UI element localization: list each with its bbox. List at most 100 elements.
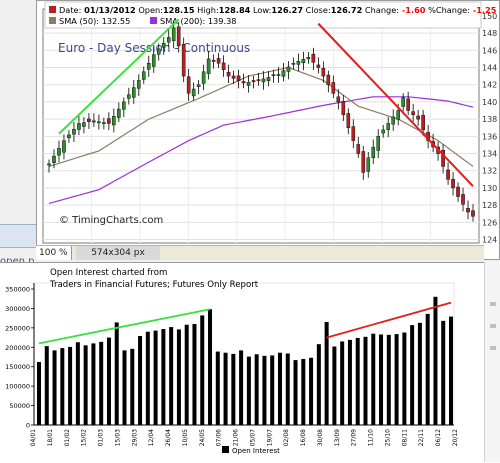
header-line-1: Date: 01/13/2012 Open:128.15 High:128.84… — [59, 5, 497, 15]
header-field: Low: — [250, 5, 271, 15]
oi-bar — [130, 348, 135, 425]
header-box — [44, 1, 482, 29]
candle-body — [141, 71, 146, 80]
header-field: 126.72 — [331, 5, 363, 15]
oi-x-tick-label: 24/05 — [199, 429, 206, 446]
oi-title-line-1: Open Interest charted from — [50, 268, 167, 278]
oi-x-tick-label: 22/11 — [418, 429, 425, 446]
candle-body — [206, 58, 211, 74]
header-field: -1.60 — [399, 5, 426, 15]
candle-body — [411, 111, 415, 116]
candle-body — [461, 194, 465, 205]
candle-body — [371, 146, 376, 159]
candle-body — [52, 155, 56, 163]
sma200-line — [48, 96, 474, 204]
candle-body — [316, 64, 321, 68]
oi-bar — [285, 353, 290, 425]
oi-x-tick-label: 02/08 — [283, 429, 290, 446]
sma50-legend-swatch — [49, 17, 56, 24]
candle-body — [416, 115, 420, 120]
oi-x-tick-label: 01/03 — [98, 429, 105, 446]
candle-body — [87, 118, 91, 122]
header-field: 01/13/2012 — [81, 5, 135, 15]
oi-bar — [441, 320, 446, 425]
candle-body — [386, 123, 391, 130]
candle-body — [77, 123, 81, 130]
header-field: 128.15 — [163, 5, 195, 15]
oi-title-line-2: Traders in Financial Futures; Futures On… — [49, 280, 259, 290]
oi-x-tick-label: 07/06 — [216, 429, 223, 446]
oi-y-tick-label: 250000 — [5, 324, 30, 332]
oi-bar — [355, 337, 360, 425]
oi-bar — [75, 342, 80, 425]
oi-bar — [145, 331, 150, 425]
candle-body — [291, 62, 296, 65]
side-scroll-strip[interactable] — [484, 262, 500, 462]
background-tab-strip[interactable] — [0, 224, 36, 248]
header-field: %Change: — [425, 5, 470, 15]
oi-bar — [60, 348, 65, 425]
header-field: Change: — [362, 5, 399, 15]
oi-y-tick-label: 300000 — [5, 305, 30, 313]
oi-x-tick-label: 13/09 — [334, 429, 341, 446]
header-field: Date: — [59, 5, 81, 15]
candle-body — [246, 81, 251, 86]
oi-bar — [37, 362, 41, 425]
oi-bar — [91, 343, 96, 425]
side-tick-mark — [490, 324, 496, 328]
candle-body — [251, 80, 256, 82]
oi-bar — [262, 355, 267, 425]
sma50-legend-label: SMA (50): 132.55 — [59, 16, 130, 26]
candle-body — [231, 75, 236, 79]
candle-body — [286, 66, 291, 72]
sma200-legend-label: SMA (200): 139.38 — [160, 16, 237, 26]
oi-x-tick-label: 21/06 — [233, 429, 240, 446]
oi-x-tick-label: 18/01 — [47, 429, 54, 446]
oi-bar — [293, 360, 298, 425]
image-dimensions: 574x304 px — [76, 246, 160, 260]
y-tick-label: 142 — [482, 81, 497, 90]
oi-bar — [153, 330, 158, 425]
oi-bar — [379, 334, 384, 425]
oi-x-tick-label: 26/04 — [165, 429, 172, 446]
status-bar: 100 % 574x304 px — [36, 245, 484, 260]
oi-x-tick-label: 06/12 — [435, 429, 442, 446]
oi-x-tick-label: 15/03 — [114, 429, 121, 446]
open-interest-svg: 0 50000 100000 150000 200000 250000 300000 3500… — [5, 268, 459, 455]
y-tick-label: 136 — [482, 132, 497, 141]
candle-body — [361, 151, 366, 173]
oi-x-tick-label: 29/03 — [131, 429, 138, 446]
zoom-level[interactable]: 100 % — [36, 246, 72, 260]
oi-bar — [99, 341, 104, 425]
chart-watermark: © TimingCharts.com — [59, 215, 163, 226]
y-tick-label: 146 — [482, 46, 497, 55]
oi-x-tick-label: 04/01 — [30, 429, 37, 446]
candle-body — [441, 150, 445, 167]
oi-x-tick-label: 30/08 — [317, 429, 324, 446]
oi-bar — [433, 296, 438, 425]
header-field: 126.27 — [271, 5, 303, 15]
candle-body — [381, 129, 386, 134]
candle-body — [171, 27, 176, 41]
candle-body — [186, 76, 191, 94]
oi-bar — [254, 354, 259, 425]
candle-body — [62, 140, 66, 153]
candle-body — [346, 113, 351, 128]
oi-bar — [208, 309, 213, 425]
candle-body — [306, 56, 311, 60]
candle-body — [271, 74, 276, 77]
candle-body — [127, 94, 131, 99]
header-field: High: — [195, 5, 219, 15]
oi-x-tick-label: 16/08 — [300, 429, 307, 446]
price-chart-svg: 124 126 128 130 132 134 136 138 140 142 144 146 148 1… — [42, 1, 497, 245]
oi-bar — [277, 352, 282, 425]
oi-x-tick-label: 08/11 — [401, 429, 408, 446]
oi-bar — [363, 336, 368, 425]
oi-x-tick-label: 25/10 — [385, 429, 392, 446]
oi-bar — [324, 322, 329, 425]
candle-body — [406, 98, 410, 111]
open-tab-label[interactable]: open p — [0, 252, 36, 272]
oi-x-tick-label: 27/09 — [351, 429, 358, 446]
oi-bar — [68, 346, 73, 425]
y-tick-label: 126 — [482, 218, 497, 227]
